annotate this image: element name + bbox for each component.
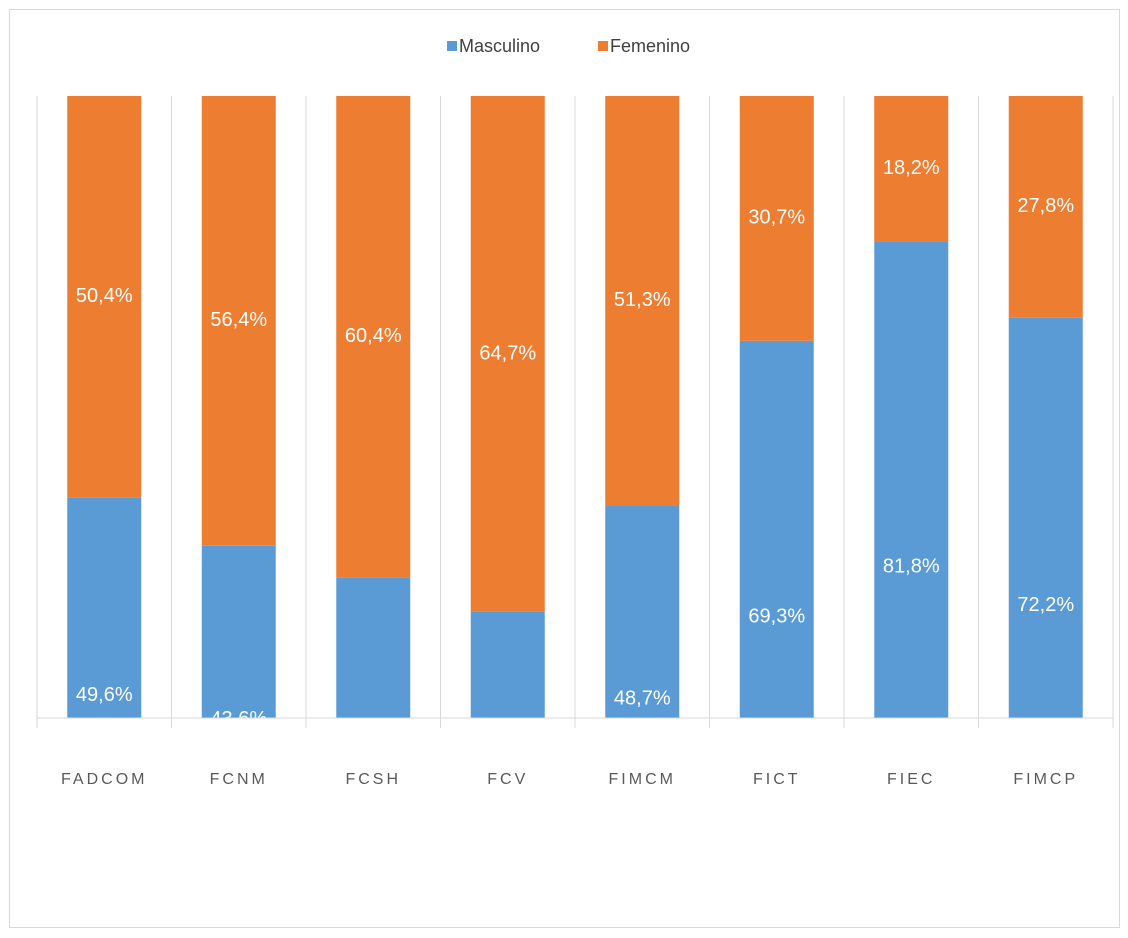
bar-segment — [67, 497, 142, 718]
value-label: 69,3% — [748, 605, 805, 627]
bar-segment — [739, 96, 814, 341]
x-tick-label: FIMCP — [1013, 771, 1078, 788]
bar-segment — [201, 545, 276, 718]
value-label: 48,7% — [614, 688, 671, 710]
bar-segment — [874, 241, 949, 718]
chart-border — [9, 9, 1120, 928]
bar-segment — [605, 505, 680, 718]
x-tick-label: FCNM — [210, 771, 268, 788]
value-label: 18,2% — [883, 157, 940, 179]
value-label: 72,2% — [1017, 594, 1074, 616]
legend-swatch — [447, 41, 457, 51]
bar-segment — [605, 96, 680, 506]
bar-segment — [201, 96, 276, 546]
bar-segment — [67, 96, 142, 498]
bar-segment — [874, 96, 949, 242]
value-label: 56,4% — [210, 309, 267, 331]
value-label: 49,6% — [76, 684, 133, 706]
value-label: 50,4% — [76, 285, 133, 307]
x-tick-label: FICT — [753, 771, 801, 788]
bar-segment — [470, 611, 545, 718]
value-label: 64,7% — [479, 342, 536, 364]
value-label: 30,7% — [748, 207, 805, 229]
value-label: 43,6% — [210, 708, 267, 730]
x-tick-label: FCV — [487, 771, 528, 788]
value-label: 27,8% — [1017, 195, 1074, 217]
bar-segment — [739, 340, 814, 718]
x-tick-label: FCSH — [345, 771, 401, 788]
value-label: 51,3% — [614, 289, 671, 311]
value-label: 39,6% — [345, 724, 402, 746]
bar-segment — [336, 577, 411, 718]
legend-label: Masculino — [459, 36, 540, 56]
value-label: 60,4% — [345, 325, 402, 347]
x-tick-label: FIEC — [887, 771, 935, 788]
bar-segment — [336, 96, 411, 578]
x-tick-label: FIMCM — [609, 771, 676, 788]
x-tick-label: FADCOM — [61, 771, 147, 788]
legend-swatch — [598, 41, 608, 51]
value-label: 81,8% — [883, 556, 940, 578]
legend-label: Femenino — [610, 36, 690, 56]
bar-segment — [1008, 96, 1083, 318]
bar-segment — [470, 96, 545, 612]
bar-segment — [1008, 317, 1083, 718]
value-label: 35,3% — [479, 741, 536, 763]
